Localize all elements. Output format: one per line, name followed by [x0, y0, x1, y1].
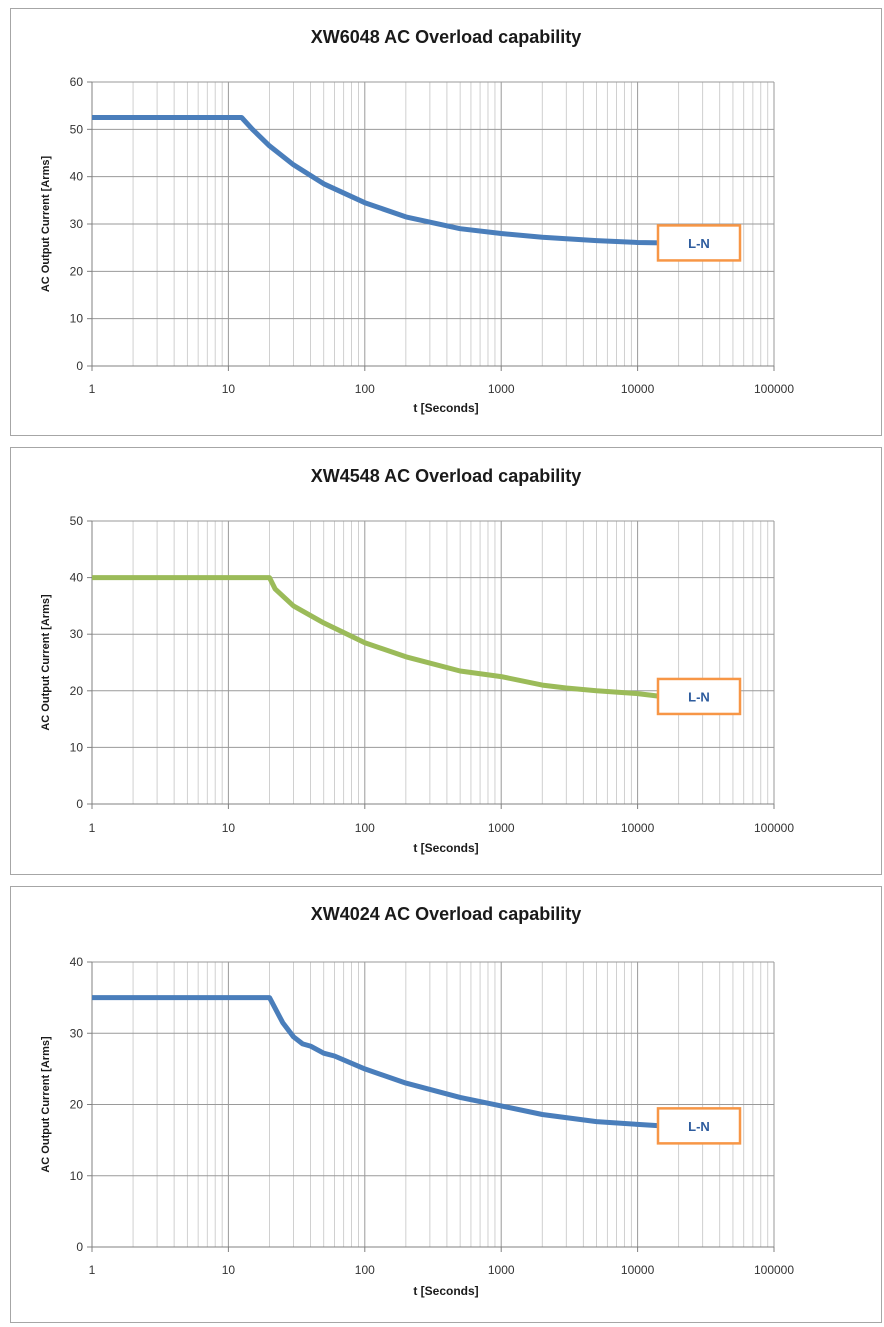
y-tick-label: 20 — [70, 684, 84, 698]
chart-xw4024: XW4024 AC Overload capability 0 10 20 30 40 1 1… — [40, 904, 794, 1298]
y-tick-label: 0 — [76, 1240, 83, 1254]
legend-box — [656, 1107, 742, 1145]
y-tick-label: 20 — [70, 264, 84, 278]
x-tick-label: 10 — [222, 1263, 236, 1277]
grid-lines — [91, 961, 775, 1248]
y-tick-label: 60 — [70, 75, 84, 89]
x-axis-label: t [Seconds] — [413, 1284, 478, 1298]
x-tick-label: 1000 — [488, 382, 515, 396]
legend-label: L-N — [688, 689, 710, 704]
x-tick-label: 10 — [222, 821, 236, 835]
y-axis-label: AC Output Current [Arms] — [40, 1036, 52, 1173]
x-tick-label: 1 — [89, 821, 96, 835]
y-tick-label: 20 — [70, 1098, 84, 1112]
chart-xw4548: XW4548 AC Overload capability 0 10 20 30 40 50… — [40, 466, 794, 855]
x-tick-label: 1 — [89, 382, 96, 396]
legend: L-N — [656, 1107, 742, 1145]
chart-xw6048: XW6048 AC Overload capability 0 10 20 30 40 50… — [40, 27, 794, 415]
x-tick-label: 10000 — [621, 1263, 655, 1277]
y-tick-label: 10 — [70, 1169, 84, 1183]
y-tick-label: 10 — [70, 312, 84, 326]
y-axis-label: AC Output Current [Arms] — [40, 156, 52, 293]
y-tick-label: 50 — [70, 514, 84, 528]
x-tick-label: 100 — [355, 1263, 375, 1277]
chart-panel-xw4548: XW4548 AC Overload capability 0 10 20 30 40 50… — [10, 447, 882, 875]
series-line-0 — [92, 115, 662, 246]
y-tick-label: 0 — [76, 797, 83, 811]
y-tick-label: 30 — [70, 217, 84, 231]
chart-panel-xw6048: XW6048 AC Overload capability 0 10 20 30 40 50… — [10, 8, 882, 436]
x-tick-label: 100000 — [754, 382, 794, 396]
y-tick-label: 30 — [70, 1026, 84, 1040]
chart-panel-xw4024: XW4024 AC Overload capability 0 10 20 30 40 1 1… — [10, 886, 882, 1323]
chart-title: XW6048 AC Overload capability — [311, 27, 581, 47]
legend: L-N — [656, 224, 742, 262]
y-tick-label: 10 — [70, 740, 84, 754]
x-tick-label: 100000 — [754, 1263, 794, 1277]
y-tick-label: 40 — [70, 571, 84, 585]
y-tick-label: 40 — [70, 170, 84, 184]
x-tick-label: 100 — [355, 382, 375, 396]
legend-box — [656, 677, 742, 716]
legend-label: L-N — [688, 236, 710, 251]
x-tick-label: 10 — [222, 382, 236, 396]
y-tick-label: 0 — [76, 359, 83, 373]
x-tick-label: 10000 — [621, 821, 655, 835]
legend-label: L-N — [688, 1119, 710, 1134]
series-line-0 — [92, 995, 662, 1129]
y-tick-label: 40 — [70, 955, 84, 969]
y-tick-label: 50 — [70, 122, 84, 136]
chart-title: XW4548 AC Overload capability — [311, 466, 581, 486]
series-line-0 — [92, 575, 662, 699]
x-tick-label: 1000 — [488, 1263, 515, 1277]
x-tick-label: 1 — [89, 1263, 96, 1277]
x-axis-label: t [Seconds] — [413, 401, 478, 415]
chart-title: XW4024 AC Overload capability — [311, 904, 581, 924]
legend: L-N — [656, 677, 742, 716]
legend-box — [656, 224, 742, 262]
x-tick-label: 100000 — [754, 821, 794, 835]
y-axis-label: AC Output Current [Arms] — [40, 594, 52, 731]
y-tick-label: 30 — [70, 627, 84, 641]
x-axis-label: t [Seconds] — [413, 841, 478, 855]
x-tick-label: 100 — [355, 821, 375, 835]
x-tick-label: 1000 — [488, 821, 515, 835]
x-tick-label: 10000 — [621, 382, 655, 396]
